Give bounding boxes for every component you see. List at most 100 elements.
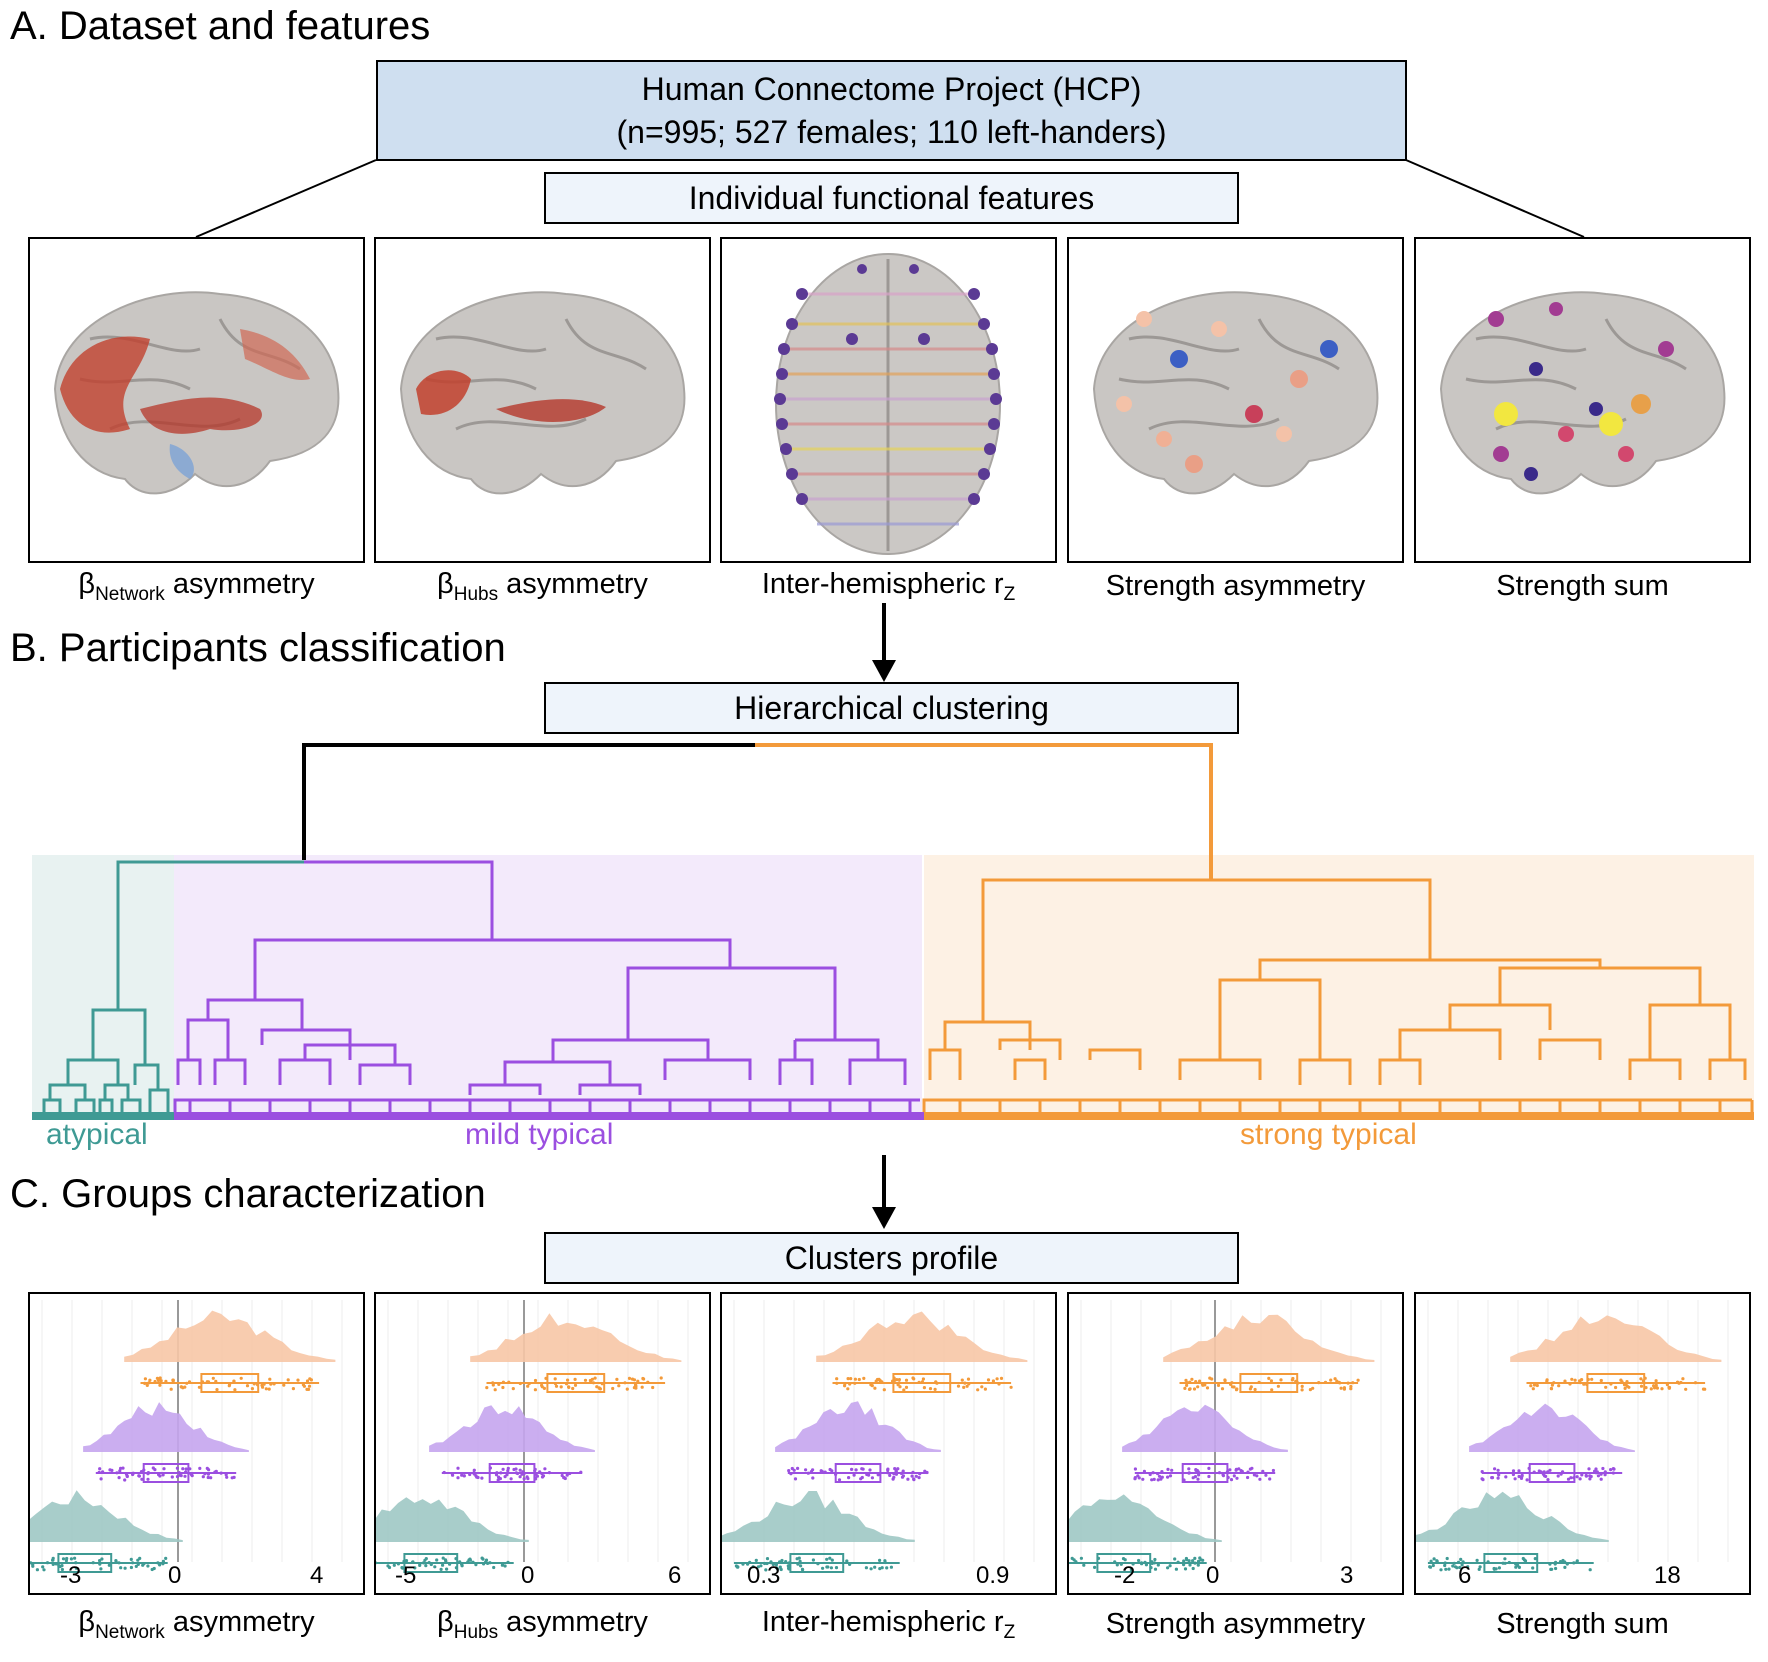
- profile-panel-interhemispheric: [720, 1292, 1057, 1595]
- data-point: [1174, 1567, 1178, 1571]
- data-point: [179, 1385, 183, 1389]
- data-point: [485, 1386, 489, 1390]
- atypical-band: [32, 855, 174, 1117]
- data-point: [387, 1565, 392, 1570]
- data-point: [901, 1474, 905, 1478]
- data-point: [1153, 1567, 1158, 1571]
- data-point: [164, 1379, 168, 1383]
- data-point: [444, 1559, 448, 1563]
- data-point: [442, 1470, 446, 1475]
- data-point: [1221, 1474, 1225, 1478]
- data-point: [1229, 1382, 1233, 1386]
- data-point: [488, 1466, 492, 1470]
- data-point: [239, 1376, 243, 1380]
- profile-label-strength-sum: Strength sum: [1496, 1608, 1669, 1640]
- data-point: [1622, 1383, 1627, 1387]
- data-point: [593, 1376, 597, 1380]
- data-point: [819, 1469, 823, 1473]
- data-point: [634, 1384, 638, 1388]
- data-point: [1531, 1387, 1535, 1391]
- data-point: [1093, 1565, 1097, 1569]
- data-point: [282, 1383, 286, 1387]
- data-point: [553, 1382, 558, 1386]
- data-point: [1701, 1387, 1706, 1391]
- data-point: [1234, 1467, 1238, 1471]
- data-point: [201, 1475, 205, 1479]
- data-point: [458, 1560, 462, 1564]
- data-point: [201, 1380, 205, 1384]
- data-point: [956, 1384, 961, 1388]
- data-point: [91, 1561, 95, 1565]
- data-point: [980, 1385, 984, 1389]
- data-point: [169, 1387, 173, 1391]
- brain-lateral-icon: [1439, 291, 1726, 495]
- data-point: [286, 1378, 290, 1382]
- data-point: [1253, 1387, 1257, 1392]
- data-point: [811, 1558, 815, 1562]
- data-point: [418, 1563, 422, 1567]
- data-point: [460, 1473, 464, 1477]
- data-point: [305, 1387, 309, 1391]
- data-point: [1258, 1477, 1262, 1481]
- data-point: [131, 1472, 135, 1477]
- data-point: [456, 1466, 460, 1470]
- data-point: [765, 1561, 769, 1566]
- data-point: [35, 1568, 39, 1572]
- data-point: [857, 1377, 861, 1382]
- data-point: [526, 1384, 530, 1388]
- data-point: [445, 1567, 449, 1571]
- data-point: [573, 1377, 577, 1381]
- dataset-box: Human Connectome Project (HCP) (n=995; 5…: [376, 60, 1407, 161]
- data-point: [1599, 1477, 1603, 1481]
- data-point: [1356, 1378, 1360, 1382]
- data-point: [888, 1473, 892, 1477]
- data-point: [1074, 1560, 1078, 1564]
- data-point: [1675, 1380, 1680, 1384]
- data-point: [902, 1388, 906, 1392]
- data-point: [1595, 1470, 1599, 1474]
- data-point: [1550, 1567, 1554, 1571]
- data-point: [1652, 1384, 1656, 1388]
- data-point: [269, 1382, 273, 1386]
- data-point: [1150, 1561, 1154, 1565]
- raincloud-plot: [1069, 1300, 1382, 1573]
- data-point: [999, 1376, 1004, 1380]
- data-point: [630, 1377, 635, 1381]
- data-point: [1166, 1467, 1170, 1471]
- data-point: [778, 1560, 782, 1564]
- data-point: [1594, 1467, 1598, 1471]
- atypical-dendrogram: [42, 860, 304, 1118]
- data-point: [268, 1377, 272, 1381]
- dataset-title: Human Connectome Project (HCP): [641, 70, 1142, 107]
- data-point: [877, 1378, 881, 1382]
- data-point: [876, 1473, 880, 1477]
- data-point: [1614, 1385, 1618, 1390]
- data-point: [506, 1469, 510, 1473]
- data-point: [1148, 1472, 1152, 1477]
- data-point: [1196, 1563, 1200, 1567]
- strong-band: [924, 855, 1754, 1117]
- data-point: [296, 1378, 300, 1382]
- data-point: [1535, 1383, 1539, 1388]
- data-point: [433, 1565, 437, 1569]
- data-point: [568, 1471, 572, 1476]
- data-point: [878, 1567, 882, 1571]
- data-point: [1447, 1567, 1451, 1571]
- data-point: [778, 1565, 782, 1569]
- group-label-atypical: atypical: [46, 1118, 148, 1151]
- data-point: [918, 1472, 922, 1476]
- data-point: [150, 1567, 154, 1572]
- data-point: [1070, 1556, 1074, 1560]
- data-point: [1235, 1476, 1239, 1480]
- data-point: [611, 1386, 615, 1391]
- data-point: [776, 1567, 780, 1571]
- data-point: [1248, 1387, 1252, 1391]
- data-point: [1566, 1477, 1571, 1481]
- data-point: [799, 1564, 803, 1568]
- feature-label-strength-sum: Strength sum: [1496, 570, 1669, 602]
- data-point: [1497, 1473, 1501, 1477]
- profile-panel-hubs: [374, 1292, 711, 1595]
- data-point: [922, 1386, 926, 1390]
- data-point: [1199, 1558, 1203, 1562]
- data-point: [906, 1477, 910, 1481]
